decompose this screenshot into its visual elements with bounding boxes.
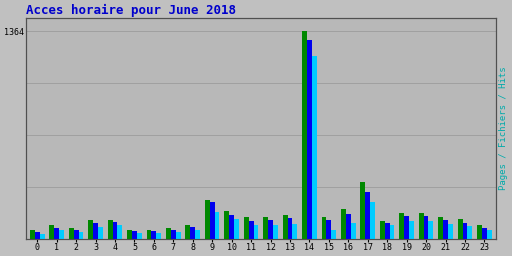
Bar [283,215,288,239]
Text: Acces horaire pour June 2018: Acces horaire pour June 2018 [26,4,236,17]
Bar [443,220,448,239]
Bar [205,200,210,239]
Y-axis label: Pages / Fichiers / Hits: Pages / Fichiers / Hits [499,67,508,190]
Bar [346,214,351,239]
Bar [409,221,414,239]
Bar [322,217,327,239]
Bar [268,220,273,239]
Bar [156,233,161,239]
Bar [307,40,312,239]
Bar [93,223,98,239]
Bar [113,222,117,239]
Bar [390,225,394,239]
Bar [210,202,215,239]
Bar [429,221,433,239]
Bar [132,231,137,239]
Bar [458,219,462,239]
Bar [385,223,390,239]
Bar [399,213,404,239]
Bar [127,230,132,239]
Bar [312,56,317,239]
Bar [146,230,152,239]
Bar [185,225,190,239]
Bar [404,216,409,239]
Bar [176,232,181,239]
Bar [49,225,54,239]
Bar [462,223,467,239]
Bar [365,191,370,239]
Bar [171,230,176,239]
Bar [98,227,103,239]
Bar [74,230,78,239]
Bar [249,221,253,239]
Bar [273,225,278,239]
Bar [88,220,93,239]
Bar [253,225,259,239]
Bar [292,224,297,239]
Bar [360,183,365,239]
Bar [263,217,268,239]
Bar [302,31,307,239]
Bar [152,231,156,239]
Bar [487,230,492,239]
Bar [59,230,64,239]
Bar [35,232,39,239]
Bar [288,218,292,239]
Bar [482,228,487,239]
Bar [30,230,35,239]
Bar [351,223,356,239]
Bar [137,233,142,239]
Bar [419,213,423,239]
Bar [215,212,220,239]
Bar [190,227,195,239]
Bar [423,216,429,239]
Bar [224,211,229,239]
Bar [78,232,83,239]
Bar [69,228,74,239]
Bar [195,230,200,239]
Bar [39,234,45,239]
Bar [108,220,113,239]
Bar [166,228,171,239]
Bar [117,225,122,239]
Bar [54,228,59,239]
Bar [467,226,472,239]
Bar [438,217,443,239]
Bar [327,220,331,239]
Bar [331,230,336,239]
Bar [477,225,482,239]
Bar [380,221,385,239]
Bar [229,215,234,239]
Bar [244,217,249,239]
Bar [448,224,453,239]
Bar [234,219,239,239]
Bar [341,209,346,239]
Bar [370,202,375,239]
